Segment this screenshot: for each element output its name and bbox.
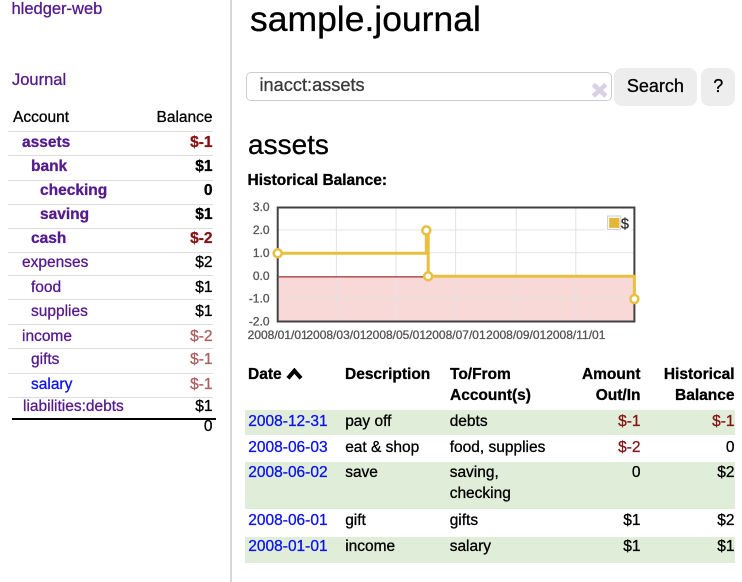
- svg-text:$: $: [621, 216, 629, 232]
- svg-text:0.0: 0.0: [253, 269, 270, 283]
- svg-text:-2.0: -2.0: [249, 315, 270, 329]
- svg-text:-1.0: -1.0: [249, 292, 270, 306]
- svg-text:2008/05/01: 2008/05/01: [366, 328, 426, 342]
- svg-text:2008/11/01: 2008/11/01: [546, 328, 605, 342]
- svg-text:2008/09/01: 2008/09/01: [486, 328, 546, 342]
- svg-text:3.0: 3.0: [253, 200, 270, 214]
- svg-text:2008/01/01: 2008/01/01: [248, 328, 308, 342]
- svg-text:1.0: 1.0: [253, 246, 270, 260]
- svg-text:2008/07/01: 2008/07/01: [426, 328, 486, 342]
- svg-text:2008/03/01: 2008/03/01: [306, 328, 366, 342]
- svg-text:2.0: 2.0: [253, 223, 270, 237]
